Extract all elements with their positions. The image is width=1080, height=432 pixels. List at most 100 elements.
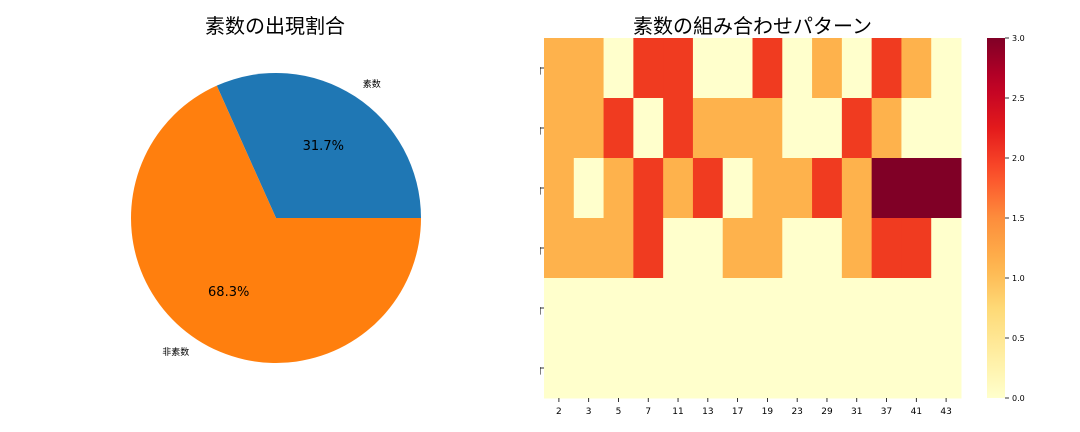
heatmap-cell	[722, 338, 753, 399]
heatmap-cell	[841, 218, 873, 279]
heatmap-cell	[722, 98, 753, 159]
x-tick-label: 37	[881, 407, 892, 417]
heatmap-cell	[692, 158, 724, 219]
x-tick-label: 43	[940, 407, 951, 417]
heatmap-cell	[752, 98, 783, 159]
heatmap-cell	[812, 158, 843, 219]
heatmap-cell	[752, 278, 783, 339]
x-tick-label: 41	[911, 407, 922, 417]
heatmap-cell	[663, 218, 694, 279]
y-tick-label: 4回	[540, 241, 541, 256]
heatmap-cell	[633, 218, 664, 279]
heatmap-cell	[573, 278, 605, 339]
heatmap-cell	[603, 38, 634, 99]
heatmap-cell	[901, 338, 932, 399]
heatmap-cell	[812, 38, 843, 99]
heatmap-cell	[782, 338, 813, 399]
heatmap-cell	[663, 38, 694, 99]
heatmap-cell	[931, 278, 962, 339]
x-tick-label: 3	[586, 407, 592, 417]
heatmap-cell	[633, 338, 664, 399]
heatmap-cell	[603, 98, 634, 159]
heatmap-cell	[573, 218, 605, 279]
heatmap-cell	[782, 38, 813, 99]
x-tick-label: 19	[762, 407, 774, 417]
pie-slice	[131, 85, 421, 363]
heatmap-cell	[544, 338, 575, 399]
heatmap-cell	[931, 98, 962, 159]
heatmap-cell	[692, 38, 724, 99]
heatmap-cell	[722, 218, 753, 279]
heatmap-cell	[871, 278, 902, 339]
colorbar-tick-label: 0.5	[1012, 334, 1025, 343]
x-tick-label: 7	[645, 407, 651, 417]
heatmap-cell	[752, 338, 783, 399]
pie-slice	[216, 72, 421, 218]
heatmap-cell	[812, 218, 843, 279]
colorbar	[987, 38, 1005, 398]
heatmap-cell	[812, 278, 843, 339]
pie-chart-title: 素数の出現割合	[205, 14, 345, 38]
heatmap-cell	[841, 158, 873, 219]
heatmap-title: 素数の組み合わせパターン	[633, 14, 872, 38]
heatmap-cell	[782, 98, 813, 159]
heatmap-cell	[692, 98, 724, 159]
heatmap-cell	[901, 38, 932, 99]
heatmap-cell	[663, 278, 694, 339]
heatmap-cell	[841, 338, 873, 399]
heatmap-cell	[812, 98, 843, 159]
pie-slice-label: 非素数	[162, 346, 189, 358]
heatmap-cell	[573, 338, 605, 399]
heatmap-cell	[871, 158, 902, 219]
heatmap-cell	[544, 98, 575, 159]
heatmap-cell	[722, 278, 753, 339]
heatmap-cell	[544, 38, 575, 99]
heatmap-cell	[901, 218, 932, 279]
y-tick-label: 2回	[540, 121, 541, 136]
heatmap-cell	[633, 38, 664, 99]
heatmap-cell	[931, 158, 962, 219]
heatmap-cell	[901, 98, 932, 159]
heatmap-cell	[603, 158, 634, 219]
heatmap-cell	[573, 38, 605, 99]
colorbar-tick-label: 3.0	[1012, 34, 1025, 43]
heatmap-cell	[931, 338, 962, 399]
heatmap-cell	[782, 278, 813, 339]
heatmap-cell	[722, 38, 753, 99]
heatmap-cell	[871, 218, 902, 279]
heatmap-cell	[752, 218, 783, 279]
heatmap-cell	[603, 218, 634, 279]
heatmap-cell	[692, 218, 724, 279]
heatmap-cell	[692, 278, 724, 339]
heatmap-cell	[544, 278, 575, 339]
heatmap-cell	[633, 278, 664, 339]
heatmap-cell	[603, 278, 634, 339]
heatmap-cell	[752, 38, 783, 99]
heatmap-cell	[871, 38, 902, 99]
heatmap-cell	[752, 158, 783, 219]
x-tick-label: 5	[616, 407, 622, 417]
heatmap-cell	[901, 158, 932, 219]
colorbar-tick-label: 0.0	[1012, 394, 1025, 403]
x-tick-label: 11	[672, 407, 683, 417]
x-tick-label: 31	[851, 407, 862, 417]
x-tick-label: 13	[702, 407, 713, 417]
colorbar-tick-label: 1.5	[1012, 214, 1025, 223]
heatmap-cell	[931, 218, 962, 279]
heatmap-cell	[841, 38, 873, 99]
heatmap-cell	[633, 158, 664, 219]
heatmap-cell	[812, 338, 843, 399]
y-tick-label: 6回	[540, 361, 541, 376]
heatmap-cell	[931, 38, 962, 99]
heatmap-cell	[663, 158, 694, 219]
heatmap-cell	[871, 98, 902, 159]
x-tick-label: 23	[791, 407, 802, 417]
pie-pct-label: 31.7%	[303, 139, 344, 154]
y-tick-label: 3回	[540, 181, 541, 196]
colorbar-tick-label: 1.0	[1012, 274, 1025, 283]
heatmap-cell	[633, 98, 664, 159]
heatmap-cell	[901, 278, 932, 339]
colorbar-tick-label: 2.5	[1012, 94, 1025, 103]
heatmap-cell	[573, 98, 605, 159]
heatmap-cell	[663, 338, 694, 399]
